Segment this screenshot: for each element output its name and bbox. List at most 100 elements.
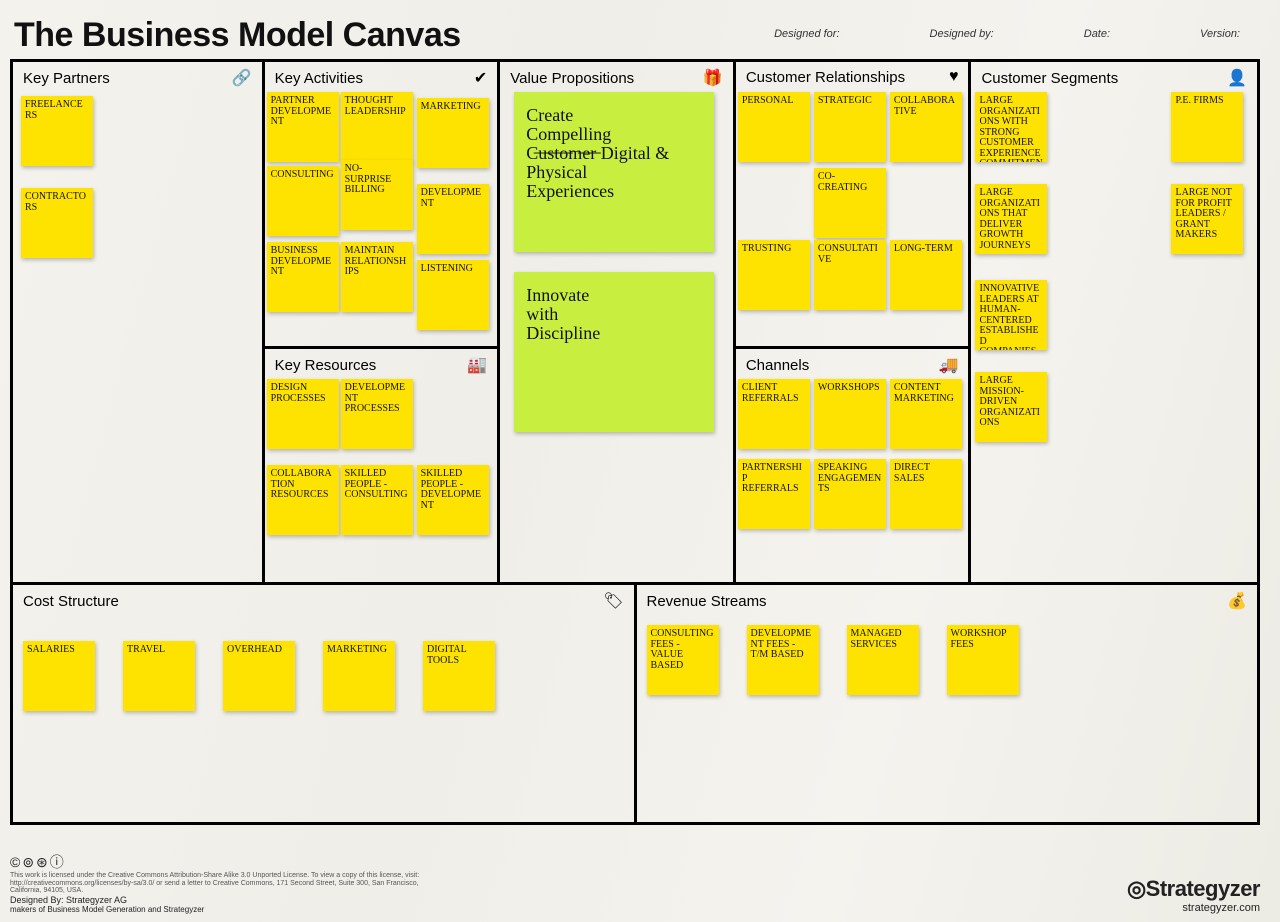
- meta-date: Date:: [1084, 28, 1110, 40]
- sticky-note: Partnership Referrals: [738, 459, 810, 529]
- sticky-note: Business Development: [267, 242, 339, 312]
- header-channels: Channels 🚚: [736, 349, 969, 377]
- sticky-note: Travel: [123, 641, 195, 711]
- truck-icon: 🚚: [939, 355, 959, 375]
- check-icon: ✔: [474, 68, 487, 88]
- cell-key-activities: Key Activities ✔ Partner DevelopmentThou…: [265, 62, 498, 349]
- col-ka-kr: Key Activities ✔ Partner DevelopmentThou…: [265, 62, 501, 582]
- meta-row: Designed for: Designed by: Date: Version…: [774, 28, 1240, 40]
- sticky-note: No-surprise Billing: [341, 160, 413, 230]
- sticky-note: Consultative: [814, 240, 886, 310]
- meta-designed-for: Designed for:: [774, 28, 839, 40]
- notes-channels: Client ReferralsWorkshopsContent Marketi…: [736, 379, 969, 582]
- sticky-note: Co-creating: [814, 168, 886, 238]
- sticky-note: Strategic: [814, 92, 886, 162]
- header-key-activities: Key Activities ✔: [265, 62, 498, 90]
- brand-url: strategyzer.com: [1127, 902, 1260, 914]
- moneybag-icon: 💰: [1227, 591, 1247, 611]
- header-revenue-streams: Revenue Streams 💰: [637, 585, 1258, 613]
- person-icon: 👤: [1227, 68, 1247, 88]
- label-cost-structure: Cost Structure: [23, 593, 119, 610]
- label-key-partners: Key Partners: [23, 70, 110, 87]
- sticky-note: Consulting Fees - Value Based: [647, 625, 719, 695]
- sticky-note: Skilled People - Development: [417, 465, 489, 535]
- sticky-note: Large Organizations that Deliver Growth …: [975, 184, 1047, 254]
- factory-icon: 🏭: [467, 355, 487, 375]
- sticky-note: Long-term: [890, 240, 962, 310]
- cell-revenue-streams: Revenue Streams 💰 Consulting Fees - Valu…: [637, 585, 1258, 822]
- header-cost-structure: Cost Structure 🏷: [13, 585, 634, 613]
- sticky-note: Collaborative: [890, 92, 962, 162]
- makers: makers of Business Model Generation and …: [10, 905, 430, 914]
- header-value-propositions: Value Propositions 🎁: [500, 62, 733, 90]
- label-channels: Channels: [746, 357, 809, 374]
- row-top: Key Partners 🔗 FreelancersContractors Ke…: [13, 62, 1257, 585]
- col-cr-ch: Customer Relationships ♥ PersonalStrateg…: [736, 62, 972, 582]
- designed-by: Designed By: Strategyzer AG: [10, 895, 430, 905]
- sticky-note: Skilled People - Consulting: [341, 465, 413, 535]
- sticky-note: Innovative Leaders at Human-Centered Est…: [975, 280, 1047, 350]
- license-text: This work is licensed under the Creative…: [10, 872, 430, 895]
- sticky-note: Partner Development: [267, 92, 339, 162]
- label-value-propositions: Value Propositions: [510, 70, 634, 87]
- sticky-note: Overhead: [223, 641, 295, 711]
- label-revenue-streams: Revenue Streams: [647, 593, 767, 610]
- notes-key-partners: FreelancersContractors: [13, 92, 262, 582]
- cell-value-propositions: Value Propositions 🎁 Create Compelling C…: [500, 62, 736, 582]
- header-key-resources: Key Resources 🏭: [265, 349, 498, 377]
- sticky-note: Managed Services: [847, 625, 919, 695]
- sticky-note: Contractors: [21, 188, 93, 258]
- cell-key-resources: Key Resources 🏭 Design ProcessesDevelopm…: [265, 349, 498, 582]
- sticky-note: Client Referrals: [738, 379, 810, 449]
- cell-key-partners: Key Partners 🔗 FreelancersContractors: [13, 62, 265, 582]
- sticky-note: Personal: [738, 92, 810, 162]
- sticky-note: Workshops: [814, 379, 886, 449]
- footer-left: ©⊚⊛ⓘ This work is licensed under the Cre…: [10, 852, 430, 914]
- notes-customer-relationships: PersonalStrategicCollaborativeCo-creatin…: [736, 92, 969, 346]
- brand-logo: ◎Strategyzer: [1127, 876, 1260, 902]
- sticky-note: Innovate with Discipline: [514, 272, 714, 432]
- cell-cost-structure: Cost Structure 🏷 Salaries Travel Overhead M…: [13, 585, 637, 822]
- sticky-note: Direct Sales: [890, 459, 962, 529]
- row-bottom: Cost Structure 🏷 Salaries Travel Overhead M…: [13, 585, 1257, 822]
- tag-icon: 🏷: [603, 591, 623, 611]
- meta-version: Version:: [1200, 28, 1240, 40]
- notes-key-activities: Partner DevelopmentThought LeadershipMar…: [265, 92, 498, 346]
- sticky-note: Development Fees - T/M Based: [747, 625, 819, 695]
- label-customer-relationships: Customer Relationships: [746, 69, 905, 86]
- notes-value-propositions: Create Compelling C̶u̶s̶t̶o̶m̶e̶r̶ Digit…: [500, 92, 733, 582]
- cell-customer-segments: Customer Segments 👤 Large Organizations …: [971, 62, 1257, 582]
- label-customer-segments: Customer Segments: [981, 70, 1118, 87]
- label-key-activities: Key Activities: [275, 70, 363, 87]
- sticky-note: Digital Tools: [423, 641, 495, 711]
- sticky-note: Maintain Relationships: [341, 242, 413, 312]
- sticky-note: Development Processes: [341, 379, 413, 449]
- heart-icon: ♥: [949, 68, 959, 86]
- brand-icon: ◎: [1127, 876, 1146, 901]
- sticky-note: Salaries: [23, 641, 95, 711]
- sticky-note: Listening: [417, 260, 489, 330]
- sticky-note: P.E. Firms: [1171, 92, 1243, 162]
- canvas-sheet: The Business Model Canvas Designed for: …: [0, 0, 1280, 922]
- cell-customer-relationships: Customer Relationships ♥ PersonalStrateg…: [736, 62, 969, 349]
- sticky-note: Marketing: [417, 98, 489, 168]
- sticky-note: Workshop Fees: [947, 625, 1019, 695]
- gift-icon: 🎁: [703, 68, 723, 88]
- cc-icons: ©⊚⊛ⓘ: [10, 852, 430, 872]
- header-key-partners: Key Partners 🔗: [13, 62, 262, 90]
- brand-name: Strategyzer: [1146, 876, 1260, 901]
- sticky-note: Large Mission-Driven Organizations: [975, 372, 1047, 442]
- sticky-note: Marketing: [323, 641, 395, 711]
- sticky-note: Trusting: [738, 240, 810, 310]
- header-customer-segments: Customer Segments 👤: [971, 62, 1257, 90]
- label-key-resources: Key Resources: [275, 357, 377, 374]
- notes-key-resources: Design ProcessesDevelopment ProcessesCol…: [265, 379, 498, 582]
- notes-cost-structure: Salaries Travel Overhead Marketing Digital T…: [13, 615, 634, 822]
- footer: ©⊚⊛ⓘ This work is licensed under the Cre…: [10, 852, 1260, 914]
- cell-channels: Channels 🚚 Client ReferralsWorkshopsCont…: [736, 349, 969, 582]
- sticky-note: Consulting: [267, 166, 339, 236]
- sticky-note: Speaking Engagements: [814, 459, 886, 529]
- footer-brand: ◎Strategyzer strategyzer.com: [1127, 876, 1260, 914]
- notes-revenue-streams: Consulting Fees - Value Based Development…: [637, 615, 1258, 822]
- sticky-note: Large Not For Profit Leaders / Grant Mak…: [1171, 184, 1243, 254]
